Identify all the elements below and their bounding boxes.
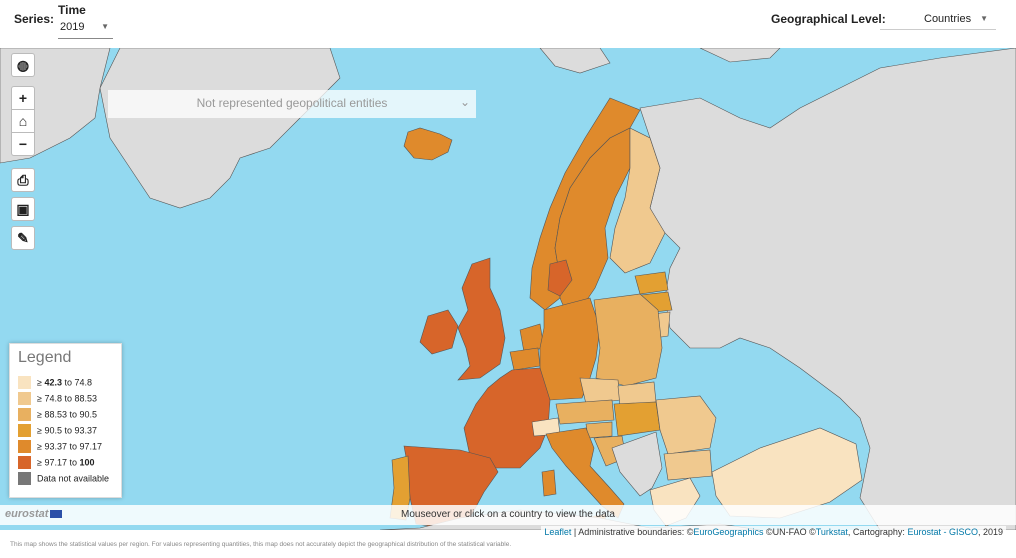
austria-region[interactable]: [555, 399, 615, 425]
time-selector-block: Time 2019 ▼: [58, 3, 113, 39]
chevron-down-icon: ⌄: [459, 95, 470, 109]
time-label: Time: [58, 3, 86, 17]
geopolitical-entities-label: Not represented geopolitical entities: [196, 96, 388, 110]
eurostat-logo: eurostat: [5, 508, 63, 520]
plus-icon: +: [18, 90, 28, 106]
france-region[interactable]: [463, 367, 551, 469]
romania-region[interactable]: [655, 395, 717, 455]
finland-region[interactable]: [609, 127, 666, 274]
series-label: Series:: [14, 12, 55, 26]
print-icon: ⎙: [17, 172, 29, 188]
russia-region[interactable]: [639, 48, 1016, 530]
denmark-region[interactable]: [547, 259, 573, 297]
leaflet-link[interactable]: Leaflet: [544, 527, 572, 537]
legend-swatch: [18, 472, 31, 485]
legend-item: ≥ 90.5 to 93.37: [18, 424, 97, 437]
legend-swatch: [18, 392, 31, 405]
geopolitical-entities-dropdown[interactable]: Not represented geopolitical entities ⌄: [108, 90, 476, 118]
legend-item: ≥ 88.53 to 90.5: [18, 408, 97, 421]
brush-icon: ✎: [17, 230, 29, 246]
legend-swatch: [18, 440, 31, 453]
legend-item: ≥ 74.8 to 88.53: [18, 392, 97, 405]
legend-swatch: [18, 376, 31, 389]
chevron-down-icon: ▼: [101, 22, 109, 31]
globe-icon: ◍: [16, 57, 30, 73]
legend-swatch: [18, 456, 31, 469]
chevron-down-icon: ▼: [980, 14, 988, 23]
legend-item: ≥ 97.17 to 100: [18, 456, 95, 469]
geo-level-value: Countries: [924, 13, 972, 25]
home-button[interactable]: ⌂: [11, 109, 35, 133]
arctic-islands-region[interactable]: [539, 48, 611, 74]
minus-icon: −: [18, 136, 28, 152]
eurostat-gisco-link[interactable]: Eurostat - GISCO: [907, 527, 978, 537]
map-footnote: This map shows the statistical values pe…: [10, 541, 512, 548]
time-select-value: 2019: [60, 21, 85, 33]
globe-button[interactable]: ◍: [11, 53, 35, 77]
image-export-button[interactable]: ▣: [11, 197, 35, 221]
home-icon: ⌂: [18, 113, 28, 129]
top-toolbar: Series: Time 2019 ▼ Geographical Level: …: [0, 0, 1016, 48]
hover-info-bar: Mouseover or click on a country to view …: [0, 505, 1016, 525]
estonia-region[interactable]: [634, 271, 669, 295]
style-button[interactable]: ✎: [11, 226, 35, 250]
hover-info-text: Mouseover or click on a country to view …: [401, 509, 615, 520]
eu-flag-icon: [50, 510, 63, 519]
ireland-region[interactable]: [419, 309, 459, 355]
map-canvas[interactable]: [0, 48, 1016, 530]
slovenia-region[interactable]: [585, 421, 613, 439]
poland-region[interactable]: [593, 293, 663, 387]
legend-swatch: [18, 424, 31, 437]
zoom-in-button[interactable]: +: [11, 86, 35, 110]
hungary-region[interactable]: [613, 401, 661, 437]
geo-level-label: Geographical Level:: [771, 12, 886, 26]
image-icon: ▣: [16, 201, 30, 217]
legend-title: Legend: [18, 349, 72, 366]
balkans-region[interactable]: [611, 431, 663, 497]
time-select[interactable]: 2019 ▼: [58, 21, 113, 39]
legend-item: ≥ 93.37 to 97.17: [18, 440, 102, 453]
franz-josef-region[interactable]: [699, 48, 781, 63]
belgium-region[interactable]: [509, 347, 541, 371]
bulgaria-region[interactable]: [663, 449, 713, 481]
attribution: Leaflet | Administrative boundaries: ©Eu…: [541, 526, 1006, 538]
choropleth-map[interactable]: Not represented geopolitical entities ⌄ …: [0, 48, 1016, 530]
legend-item: ≥ 42.3 to 74.8: [18, 376, 92, 389]
geo-level-select[interactable]: Countries ▼: [880, 10, 996, 30]
legend-panel: Legend ≥ 42.3 to 74.8 ≥ 74.8 to 88.53 ≥ …: [9, 343, 122, 498]
united-kingdom-region[interactable]: [457, 257, 506, 381]
sardinia-region[interactable]: [541, 469, 557, 497]
greenland-region[interactable]: [99, 48, 341, 209]
legend-swatch: [18, 408, 31, 421]
zoom-out-button[interactable]: −: [11, 132, 35, 156]
czechia-region[interactable]: [579, 377, 621, 405]
eurogeographics-link[interactable]: EuroGeographics: [693, 527, 764, 537]
turkstat-link[interactable]: Turkstat: [815, 527, 848, 537]
print-button[interactable]: ⎙: [11, 168, 35, 192]
legend-item: Data not available: [18, 472, 109, 485]
iceland-region[interactable]: [403, 127, 453, 161]
